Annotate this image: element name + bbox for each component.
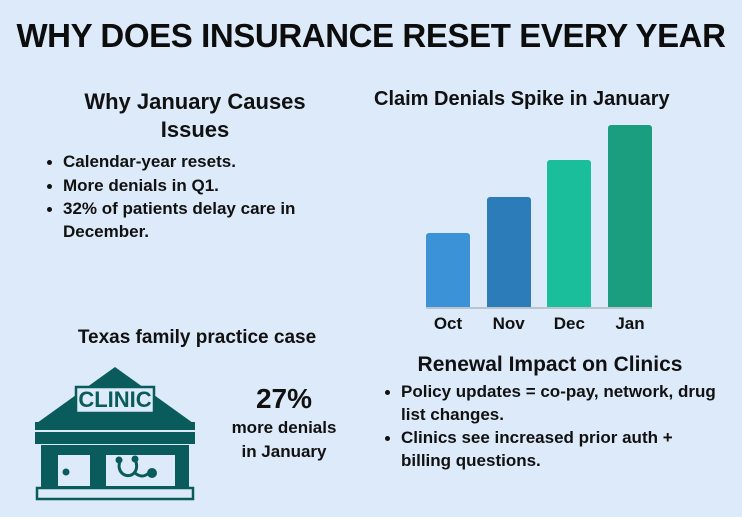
x-tick-label-dec: Dec [553,314,585,333]
case-study-body: CLINIC [24,361,370,506]
x-tick-label-nov: Nov [492,314,525,333]
bar-slot-oct [426,123,470,309]
stat-caption-line-1: more denials [231,418,337,438]
renewal-impact-heading: Renewal Impact on Clinics [417,353,683,376]
list-item: Policy updates = co-pay, network, drug l… [380,381,726,426]
bar-dec [547,160,592,309]
list-item: Clinics see increased prior auth + billi… [380,427,726,472]
bar-slot-jan [607,123,652,309]
x-tick-label-jan: Jan [615,314,645,333]
chart-plot-area [426,117,652,309]
case-study-panel: Texas family practice case CLINIC [24,327,370,506]
stat-caption-line-2: in January [241,442,327,462]
chart-title: Claim Denials Spike in January [374,88,670,110]
list-item: More denials in Q1. [42,175,360,198]
case-study-stat: 27% more denials in January [198,361,370,463]
bar-slot-dec [547,123,592,309]
stat-value: 27% [255,383,313,414]
chart-x-tick-labels: Oct Nov Dec Jan [426,314,652,334]
bar-slot-nov [486,123,531,309]
bar-nov [486,197,531,309]
list-item: Calendar-year resets. [42,151,360,174]
x-tick-label-oct: Oct [433,314,463,333]
clinic-sign-label: CLINIC [78,387,151,412]
bar-jan [607,124,652,309]
why-january-bullet-list: Calendar-year resets. More denials in Q1… [30,151,360,243]
renewal-impact-bullet-list: Policy updates = co-pay, network, drug l… [374,381,726,472]
chart-bars [426,123,652,309]
why-january-panel: Why January Causes Issues Calendar-year … [30,88,360,244]
bar-oct [426,232,470,309]
chart-x-axis-line [426,307,652,309]
clinic-building-icon: CLINIC [32,361,198,506]
list-item: 32% of patients delay care in December. [42,198,360,243]
renewal-impact-panel: Renewal Impact on Clinics Policy updates… [374,352,726,474]
why-january-heading: Why January Causes Issues [84,89,306,142]
claim-denials-chart-panel: Claim Denials Spike in January Oct [374,88,722,334]
page-title: WHY DOES INSURANCE RESET EVERY YEAR [16,17,726,54]
case-study-heading: Texas family practice case [77,327,317,348]
